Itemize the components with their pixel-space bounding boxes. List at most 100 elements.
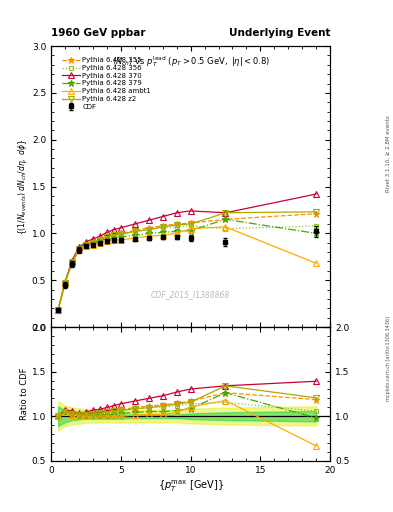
Pythia 6.428 355: [146, 225, 151, 231]
Pythia 6.428 379: [314, 230, 318, 237]
Pythia 6.428 370: [56, 307, 61, 313]
Pythia 6.428 z2: [132, 228, 137, 234]
Pythia 6.428 ambt1: [63, 280, 68, 286]
Pythia 6.428 z2: [223, 210, 228, 216]
Pythia 6.428 379: [63, 280, 68, 286]
Pythia 6.428 ambt1: [119, 237, 123, 243]
Pythia 6.428 356: [119, 231, 123, 238]
Pythia 6.428 356: [84, 242, 88, 248]
Pythia 6.428 z2: [63, 280, 68, 286]
Line: Pythia 6.428 355: Pythia 6.428 355: [55, 210, 320, 314]
Pythia 6.428 370: [77, 244, 81, 250]
Pythia 6.428 z2: [77, 246, 81, 252]
Pythia 6.428 z2: [119, 231, 123, 238]
Pythia 6.428 379: [77, 247, 81, 253]
Pythia 6.428 z2: [314, 209, 318, 215]
Pythia 6.428 356: [188, 223, 193, 229]
Text: 1960 GeV ppbar: 1960 GeV ppbar: [51, 28, 145, 38]
Pythia 6.428 356: [132, 228, 137, 234]
Pythia 6.428 355: [70, 259, 74, 265]
Pythia 6.428 ambt1: [188, 226, 193, 232]
Pythia 6.428 355: [56, 307, 61, 313]
Pythia 6.428 ambt1: [70, 260, 74, 266]
Y-axis label: $\{(1/N_{events})\ dN_{ch}/d\eta,\ d\phi\}$: $\{(1/N_{events})\ dN_{ch}/d\eta,\ d\phi…: [16, 138, 29, 234]
Pythia 6.428 355: [112, 231, 116, 238]
Pythia 6.428 370: [174, 210, 179, 216]
Pythia 6.428 z2: [188, 221, 193, 227]
Pythia 6.428 355: [97, 236, 102, 242]
Pythia 6.428 z2: [70, 260, 74, 266]
Pythia 6.428 ambt1: [91, 242, 95, 248]
Pythia 6.428 ambt1: [314, 260, 318, 266]
Pythia 6.428 z2: [146, 226, 151, 232]
Pythia 6.428 356: [160, 225, 165, 231]
Pythia 6.428 355: [160, 223, 165, 229]
Pythia 6.428 355: [91, 239, 95, 245]
Pythia 6.428 356: [223, 226, 228, 232]
Pythia 6.428 356: [105, 234, 109, 240]
Pythia 6.428 356: [91, 240, 95, 246]
Pythia 6.428 379: [105, 237, 109, 243]
Pythia 6.428 379: [84, 243, 88, 249]
Pythia 6.428 z2: [91, 240, 95, 246]
X-axis label: $\{p_T^{\mathrm{max}}\ [\mathrm{GeV}]\}$: $\{p_T^{\mathrm{max}}\ [\mathrm{GeV}]\}$: [158, 479, 224, 494]
Pythia 6.428 ambt1: [105, 238, 109, 244]
Pythia 6.428 355: [105, 233, 109, 239]
Pythia 6.428 370: [63, 279, 68, 285]
Pythia 6.428 370: [84, 239, 88, 245]
Pythia 6.428 379: [56, 307, 61, 313]
Pythia 6.428 z2: [160, 224, 165, 230]
Pythia 6.428 356: [314, 223, 318, 229]
Pythia 6.428 355: [119, 230, 123, 237]
Pythia 6.428 370: [146, 217, 151, 223]
Pythia 6.428 ambt1: [77, 247, 81, 253]
Pythia 6.428 356: [97, 237, 102, 243]
Pythia 6.428 379: [112, 235, 116, 241]
Pythia 6.428 ambt1: [56, 307, 61, 313]
Pythia 6.428 355: [188, 220, 193, 226]
Pythia 6.428 z2: [84, 242, 88, 248]
Pythia 6.428 370: [70, 258, 74, 264]
Pythia 6.428 370: [91, 236, 95, 242]
Pythia 6.428 ambt1: [160, 232, 165, 238]
Y-axis label: Ratio to CDF: Ratio to CDF: [20, 368, 29, 420]
Pythia 6.428 379: [132, 232, 137, 238]
Text: Underlying Event: Underlying Event: [229, 28, 330, 38]
Pythia 6.428 379: [91, 241, 95, 247]
Pythia 6.428 z2: [112, 232, 116, 238]
Pythia 6.428 355: [63, 279, 68, 285]
Text: Rivet 3.1.10, ≥ 2.8M events: Rivet 3.1.10, ≥ 2.8M events: [386, 115, 391, 192]
Pythia 6.428 379: [97, 239, 102, 245]
Pythia 6.428 ambt1: [97, 240, 102, 246]
Pythia 6.428 379: [188, 227, 193, 233]
Text: mcplots.cern.ch [arXiv:1306.3436]: mcplots.cern.ch [arXiv:1306.3436]: [386, 316, 391, 401]
Pythia 6.428 z2: [56, 307, 61, 313]
Pythia 6.428 379: [160, 229, 165, 236]
Pythia 6.428 355: [174, 221, 179, 227]
Pythia 6.428 355: [223, 216, 228, 222]
Pythia 6.428 355: [314, 210, 318, 217]
Pythia 6.428 355: [84, 241, 88, 247]
Pythia 6.428 379: [146, 230, 151, 237]
Pythia 6.428 355: [132, 227, 137, 233]
Line: Pythia 6.428 z2: Pythia 6.428 z2: [55, 209, 319, 313]
Pythia 6.428 ambt1: [223, 224, 228, 230]
Pythia 6.428 370: [119, 225, 123, 231]
Pythia 6.428 356: [146, 226, 151, 232]
Pythia 6.428 379: [174, 228, 179, 234]
Pythia 6.428 379: [119, 234, 123, 240]
Line: Pythia 6.428 370: Pythia 6.428 370: [55, 191, 319, 313]
Line: Pythia 6.428 356: Pythia 6.428 356: [56, 223, 319, 313]
Pythia 6.428 ambt1: [174, 230, 179, 237]
Text: CDF_2015_I1388868: CDF_2015_I1388868: [151, 290, 230, 299]
Pythia 6.428 355: [77, 245, 81, 251]
Pythia 6.428 ambt1: [112, 237, 116, 243]
Pythia 6.428 370: [132, 221, 137, 227]
Pythia 6.428 370: [223, 210, 228, 216]
Pythia 6.428 ambt1: [84, 243, 88, 249]
Pythia 6.428 ambt1: [132, 235, 137, 241]
Pythia 6.428 370: [188, 208, 193, 214]
Pythia 6.428 356: [174, 224, 179, 230]
Pythia 6.428 z2: [105, 234, 109, 240]
Pythia 6.428 z2: [174, 222, 179, 228]
